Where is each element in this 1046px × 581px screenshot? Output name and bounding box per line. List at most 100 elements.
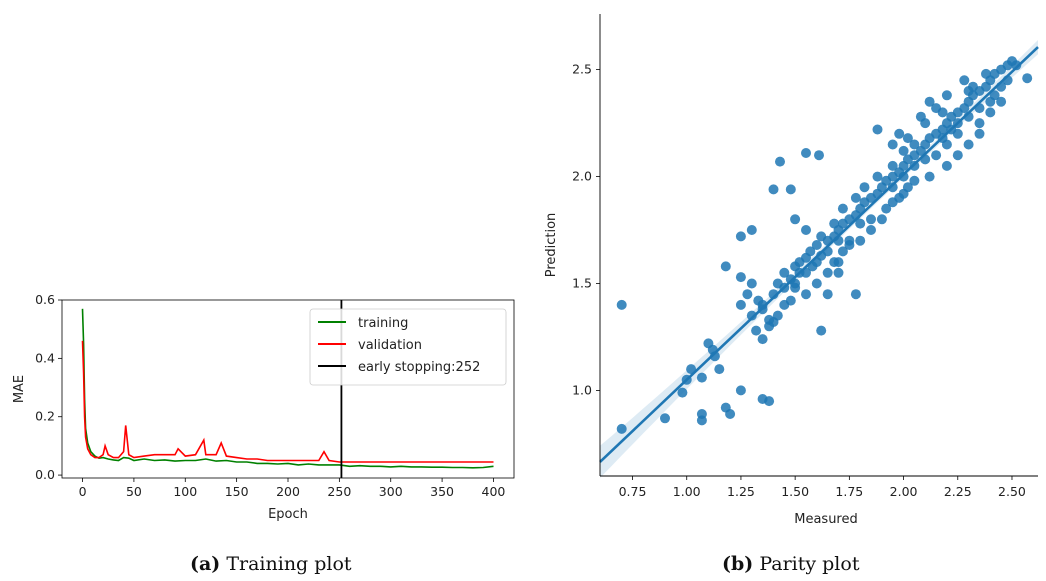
parity-point [779, 267, 790, 278]
x-tick-label: 400 [482, 484, 506, 499]
caption-a: (a) Training plot [190, 553, 352, 575]
y-tick-label: 2.0 [572, 169, 592, 184]
parity-point [952, 150, 963, 161]
parity-point [850, 289, 861, 300]
y-tick-label: 1.0 [572, 382, 592, 397]
training-y-ticks: 0.0 0.2 0.4 0.6 [35, 292, 62, 482]
x-tick-label: 0.75 [619, 484, 647, 499]
parity-point [855, 235, 866, 246]
parity-point [696, 409, 707, 419]
parity-point [779, 299, 790, 310]
parity-point [714, 364, 725, 375]
parity-point [811, 278, 822, 289]
parity-point [735, 231, 746, 242]
parity-point [751, 325, 762, 336]
parity-point [855, 218, 866, 229]
parity-point [909, 175, 920, 186]
parity-point [837, 203, 848, 214]
parity-point [811, 240, 822, 250]
parity-x-label: Measured [794, 512, 858, 527]
training-x-ticks: 0 50 100 150 200 250 300 350 400 [79, 478, 506, 499]
parity-y-label: Prediction [544, 213, 559, 278]
x-tick-label: 0 [79, 484, 87, 499]
parity-point [768, 317, 779, 327]
caption-b: (b) Parity plot [722, 553, 859, 575]
parity-point [616, 299, 627, 310]
parity-point [898, 188, 909, 199]
parity-point [866, 225, 876, 235]
parity-point [872, 124, 883, 135]
caption-a-tag: (a) [190, 553, 221, 575]
parity-point [959, 75, 970, 86]
parity-point [924, 96, 935, 107]
parity-point [801, 148, 811, 158]
parity-point [735, 385, 746, 396]
legend-label-training: training [358, 316, 408, 331]
x-tick-label: 2.00 [890, 484, 918, 499]
parity-point [974, 128, 985, 139]
parity-point [829, 257, 840, 268]
parity-point [837, 246, 848, 257]
parity-point [996, 96, 1007, 107]
x-tick-label: 100 [173, 484, 197, 499]
parity-point [974, 118, 985, 129]
training-line [81, 308, 494, 469]
parity-point [985, 107, 996, 118]
parity-point [746, 225, 757, 235]
parity-point [768, 184, 779, 195]
parity-point [616, 423, 627, 434]
y-tick-label: 0.0 [35, 467, 55, 482]
x-tick-label: 1.50 [781, 484, 809, 499]
parity-point [822, 267, 833, 278]
regression-line [599, 46, 1039, 463]
parity-point [677, 387, 688, 398]
parity-point [931, 103, 942, 114]
training-x-label: Epoch [268, 507, 308, 522]
caption-b-tag: (b) [722, 553, 754, 575]
legend-frame [309, 308, 507, 386]
parity-point [859, 182, 870, 193]
parity-point [915, 111, 926, 122]
parity-point [872, 171, 883, 182]
training-legend: training validation early stopping:252 [309, 308, 507, 386]
parity-point [801, 289, 811, 300]
legend-label-validation: validation [358, 338, 422, 353]
parity-point [829, 218, 840, 229]
parity-point [981, 68, 991, 79]
parity-point [757, 334, 768, 345]
parity-point [887, 182, 898, 193]
training-y-label: MAE [12, 375, 27, 403]
parity-point [696, 372, 707, 383]
parity-point [968, 81, 978, 92]
parity-point [887, 139, 898, 150]
validation-line [81, 340, 494, 463]
caption-a-text: Training plot [226, 553, 352, 575]
parity-point [660, 413, 670, 424]
parity-point [775, 156, 785, 167]
parity-point [881, 203, 892, 214]
x-tick-label: 50 [126, 484, 142, 499]
x-tick-label: 250 [327, 484, 351, 499]
parity-point [876, 214, 887, 225]
parity-point [1011, 60, 1022, 71]
parity-chart: 0.75 1.00 1.25 1.50 1.75 2.00 2.25 2.50 1.0 1.5 2… [544, 14, 1039, 527]
parity-point [816, 231, 827, 242]
parity-y-ticks: 1.0 1.5 2.0 2.5 [572, 62, 600, 397]
parity-point [887, 160, 898, 171]
y-tick-label: 1.5 [572, 276, 592, 291]
x-tick-label: 1.75 [835, 484, 863, 499]
parity-point [844, 235, 855, 246]
parity-point [720, 261, 731, 272]
caption-b-text: Parity plot [759, 553, 860, 575]
parity-point [963, 139, 974, 150]
parity-point [735, 299, 746, 310]
parity-point [924, 171, 935, 182]
parity-point [735, 272, 746, 283]
parity-point [785, 184, 796, 195]
parity-points [616, 56, 1033, 434]
x-tick-label: 350 [430, 484, 454, 499]
x-tick-label: 2.25 [944, 484, 972, 499]
parity-point [850, 192, 861, 203]
parity-point [790, 214, 801, 225]
parity-point [746, 310, 757, 321]
